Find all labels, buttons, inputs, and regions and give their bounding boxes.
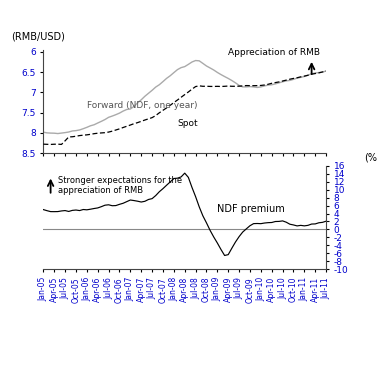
Text: NDF premium: NDF premium — [218, 204, 285, 214]
Text: (%): (%) — [364, 152, 377, 163]
Text: (RMB/USD): (RMB/USD) — [11, 31, 65, 41]
Text: Forward (NDF, one year): Forward (NDF, one year) — [87, 101, 197, 110]
Text: Appreciation of RMB: Appreciation of RMB — [228, 48, 320, 57]
Text: Stronger expectations for the
appreciation of RMB: Stronger expectations for the appreciati… — [58, 176, 182, 195]
Text: Spot: Spot — [178, 119, 198, 128]
